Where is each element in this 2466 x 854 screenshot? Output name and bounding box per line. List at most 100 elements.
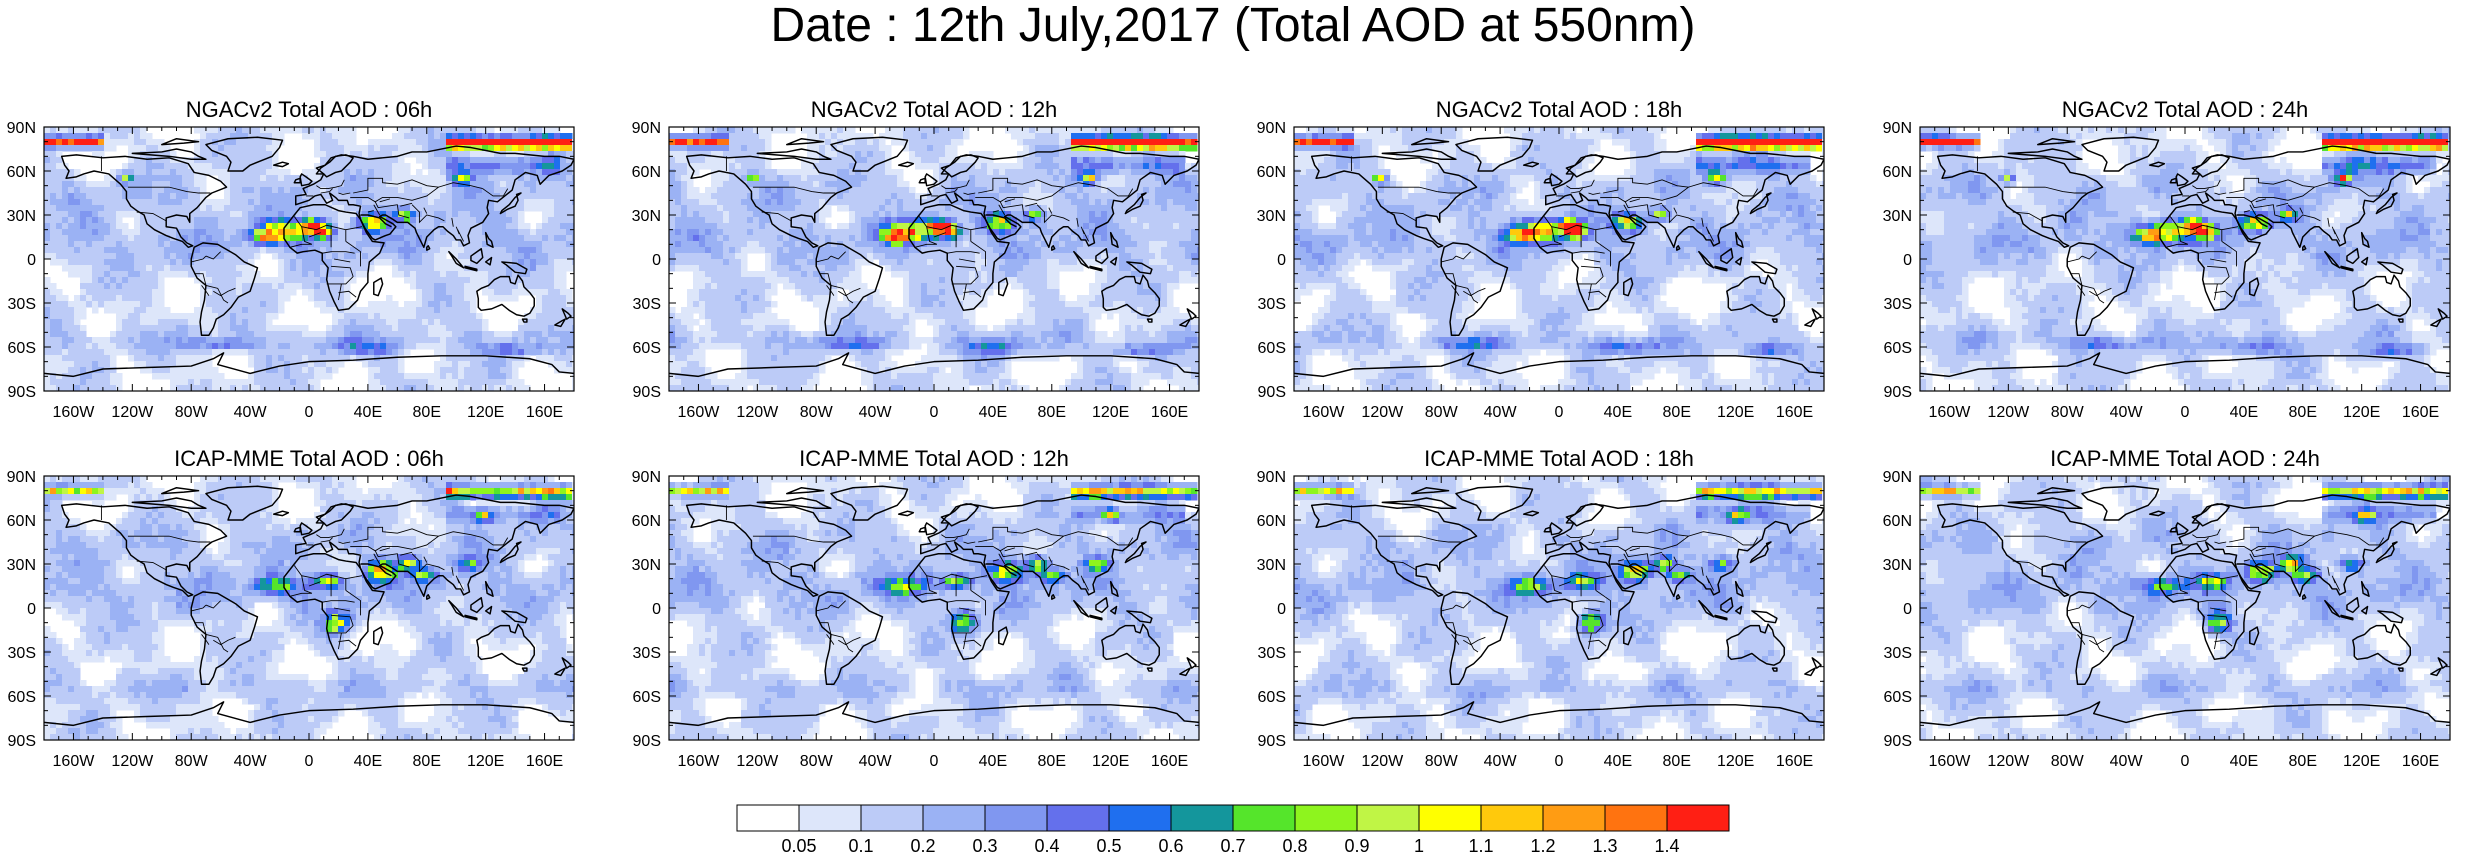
colorbar-label: 1.4 — [1654, 836, 1679, 854]
lat-tick-label: 90S — [1258, 733, 1286, 750]
lon-tick-label: 0 — [930, 404, 939, 421]
lat-tick-label: 0 — [1903, 252, 1912, 269]
lat-tick-label: 90N — [7, 469, 36, 486]
lon-tick-label: 120W — [111, 753, 154, 770]
colorbar-swatch — [1232, 804, 1296, 832]
lat-tick-label: 90N — [632, 469, 661, 486]
panel-title: ICAP-MME Total AOD : 24h — [2050, 446, 2320, 471]
lon-tick-label: 0 — [930, 753, 939, 770]
lat-tick-label: 60S — [8, 340, 36, 357]
lat-tick-label: 60S — [8, 689, 36, 706]
lon-tick-label: 40W — [859, 404, 893, 421]
lat-tick-label: 60S — [1258, 689, 1286, 706]
colorbar-label: 1.3 — [1592, 836, 1617, 854]
lat-tick-label: 30S — [1258, 645, 1286, 662]
lon-tick-label: 120W — [736, 753, 779, 770]
colorbar-swatch — [1170, 804, 1234, 832]
lon-tick-label: 80E — [2289, 753, 2317, 770]
lon-tick-label: 40E — [1604, 753, 1632, 770]
lon-tick-label: 160E — [526, 753, 563, 770]
colorbar-label: 0.3 — [972, 836, 997, 854]
lat-tick-label: 30S — [1884, 296, 1912, 313]
lat-tick-label: 30S — [1884, 645, 1912, 662]
lon-tick-label: 40W — [859, 753, 893, 770]
aod-field — [1920, 127, 2450, 391]
figure-title: Date : 12th July,2017 (Total AOD at 550n… — [0, 0, 2466, 54]
lat-tick-label: 90S — [8, 733, 36, 750]
colorbar-swatch — [984, 804, 1048, 832]
colorbar-swatch — [860, 804, 924, 832]
lon-tick-label: 80W — [175, 404, 209, 421]
lat-tick-label: 90N — [632, 120, 661, 137]
map-panel: NGACv2 Total AOD : 24h 160W 120W 80W 40W 0 40E… — [1883, 97, 2451, 421]
lon-tick-label: 40E — [979, 404, 1007, 421]
lon-tick-label: 120E — [1717, 753, 1754, 770]
lat-tick-label: 30N — [1257, 208, 1286, 225]
lat-tick-label: 90S — [1258, 384, 1286, 401]
lon-tick-label: 120E — [1092, 404, 1129, 421]
colorbar-swatch — [922, 804, 986, 832]
lat-tick-label: 30S — [1258, 296, 1286, 313]
lon-tick-label: 160E — [526, 404, 563, 421]
lon-tick-label: 160W — [678, 404, 721, 421]
lat-tick-label: 60N — [1883, 164, 1912, 181]
colorbar-label: 0.1 — [848, 836, 873, 854]
lat-tick-label: 60N — [1883, 513, 1912, 530]
lon-tick-label: 0 — [305, 404, 314, 421]
colorbar-label: 0.7 — [1220, 836, 1245, 854]
lon-tick-label: 40E — [354, 753, 382, 770]
colorbar-swatch — [1418, 804, 1482, 832]
colorbar-label: 1.1 — [1468, 836, 1493, 854]
lat-tick-label: 90S — [633, 384, 661, 401]
lon-tick-label: 80E — [1663, 753, 1691, 770]
map-panel: ICAP-MME Total AOD : 24h 160W 120W 80W 40W 0 4… — [1883, 446, 2451, 770]
panel-title: NGACv2 Total AOD : 06h — [186, 97, 433, 122]
lat-tick-label: 30N — [1257, 557, 1286, 574]
colorbar: 0.05 0.1 0.2 0.3 0.4 0.5 0.6 0.7 0.8 0.9 1 1.1 1.2 1.… — [736, 804, 1730, 854]
colorbar-swatch — [1294, 804, 1358, 832]
lon-tick-label: 40W — [1484, 753, 1518, 770]
lon-tick-label: 160W — [1303, 404, 1346, 421]
lon-tick-label: 120E — [1092, 753, 1129, 770]
lon-tick-label: 160E — [1151, 404, 1188, 421]
lat-tick-label: 30N — [632, 208, 661, 225]
lat-tick-label: 90S — [633, 733, 661, 750]
lat-tick-label: 60S — [1884, 340, 1912, 357]
lat-tick-label: 90N — [1257, 469, 1286, 486]
lon-tick-label: 160E — [2402, 753, 2439, 770]
lat-tick-label: 0 — [1903, 601, 1912, 618]
lon-tick-label: 80W — [2051, 753, 2085, 770]
lat-tick-label: 0 — [1277, 601, 1286, 618]
panel-title: ICAP-MME Total AOD : 12h — [799, 446, 1069, 471]
lon-tick-label: 80W — [800, 753, 834, 770]
lat-tick-label: 30N — [1883, 208, 1912, 225]
lat-tick-label: 60N — [632, 513, 661, 530]
lat-tick-label: 30S — [8, 645, 36, 662]
lon-tick-label: 120E — [2343, 404, 2380, 421]
lon-tick-label: 120W — [1361, 753, 1404, 770]
lat-tick-label: 30S — [633, 645, 661, 662]
lon-tick-label: 160W — [1929, 404, 1972, 421]
lat-tick-label: 30N — [7, 208, 36, 225]
colorbar-label: 0.2 — [910, 836, 935, 854]
lon-tick-label: 0 — [1555, 753, 1564, 770]
lon-tick-label: 120E — [2343, 753, 2380, 770]
map-panel: NGACv2 Total AOD : 06h 160W 120W 80W 40W 0 40E… — [7, 97, 575, 421]
colorbar-swatch — [798, 804, 862, 832]
colorbar-label: 0.05 — [781, 836, 816, 854]
colorbar-swatch — [736, 804, 800, 832]
lon-tick-label: 40W — [234, 753, 268, 770]
lon-tick-label: 160W — [53, 404, 96, 421]
lon-tick-label: 40E — [1604, 404, 1632, 421]
lon-tick-label: 0 — [305, 753, 314, 770]
lon-tick-label: 120W — [1987, 404, 2030, 421]
lat-tick-label: 30N — [1883, 557, 1912, 574]
lat-tick-label: 90N — [1883, 469, 1912, 486]
lat-tick-label: 90S — [1884, 384, 1912, 401]
lon-tick-label: 80E — [1038, 404, 1066, 421]
lon-tick-label: 160E — [1151, 753, 1188, 770]
lat-tick-label: 0 — [652, 601, 661, 618]
lon-tick-label: 0 — [2181, 753, 2190, 770]
lon-tick-label: 80E — [1663, 404, 1691, 421]
